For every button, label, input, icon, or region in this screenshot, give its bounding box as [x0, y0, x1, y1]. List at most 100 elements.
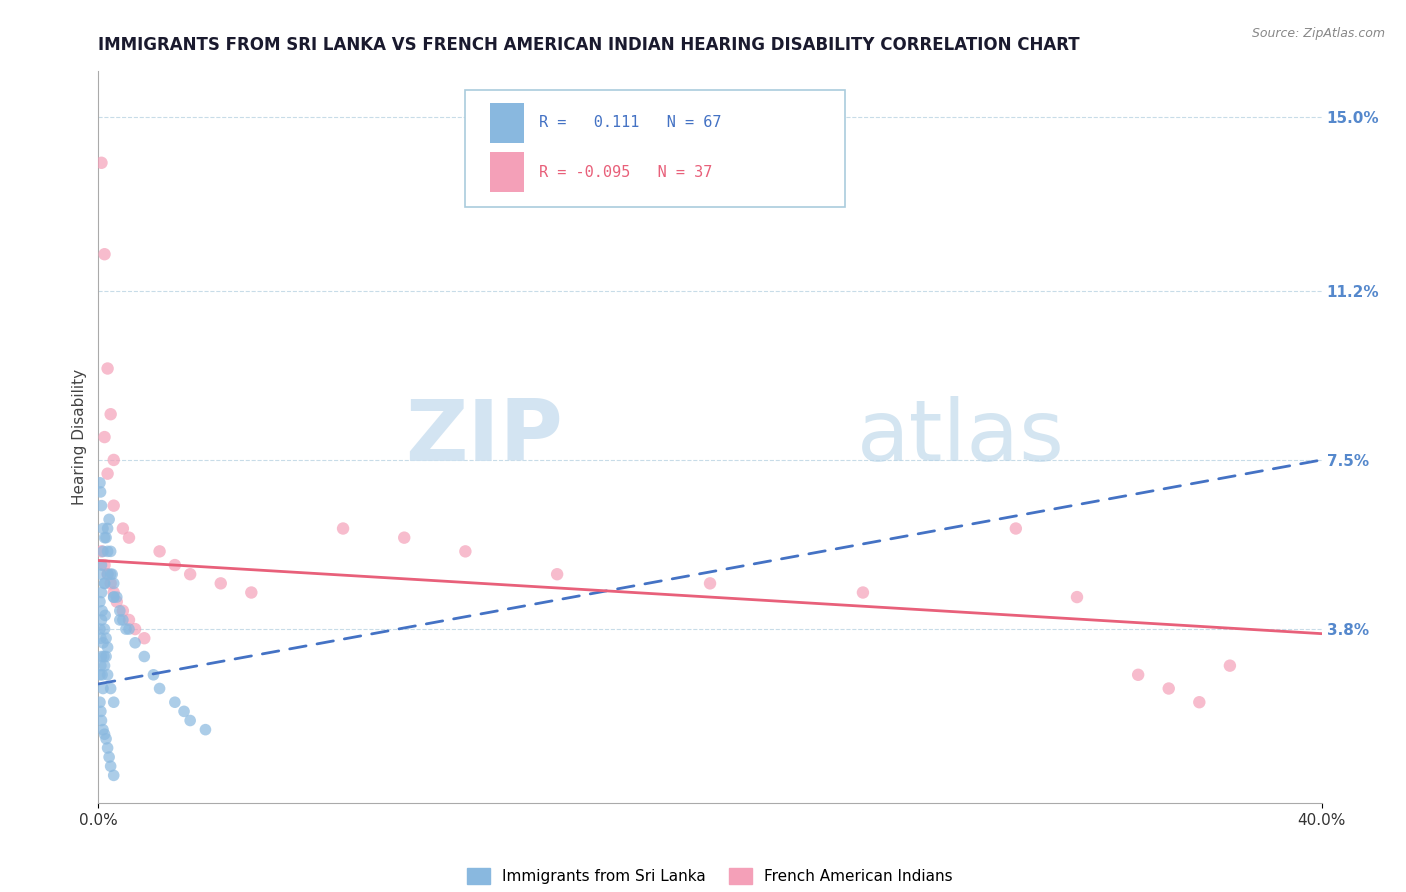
Point [93, 649, 115, 664]
Point [100, 759, 122, 773]
Point [134, 649, 156, 664]
Point [97, 640, 120, 655]
Point [89, 695, 111, 709]
Point [103, 585, 125, 599]
Point [100, 567, 122, 582]
Point [134, 632, 156, 646]
Point [100, 407, 122, 421]
Point [118, 622, 141, 636]
Point [103, 576, 125, 591]
Point [103, 499, 125, 513]
Point [90, 613, 112, 627]
Point [90, 567, 112, 582]
Point [108, 604, 131, 618]
Point [91, 723, 114, 737]
Point [90, 499, 112, 513]
Point [90, 544, 112, 558]
Text: R =   0.111   N = 67: R = 0.111 N = 67 [538, 115, 721, 130]
Point [100, 544, 122, 558]
Point [90, 485, 112, 500]
Point [90, 658, 112, 673]
Point [90, 714, 112, 728]
Point [173, 705, 195, 719]
Point [93, 622, 115, 636]
Point [90, 558, 112, 573]
Point [97, 667, 120, 681]
Point [94, 632, 117, 646]
Point [179, 714, 201, 728]
Point [103, 768, 125, 782]
Text: Source: ZipAtlas.com: Source: ZipAtlas.com [1251, 27, 1385, 40]
Point [93, 531, 115, 545]
Point [124, 636, 146, 650]
Point [699, 576, 721, 591]
Point [142, 667, 165, 681]
Point [93, 558, 115, 573]
Point [89, 667, 111, 681]
Point [105, 590, 128, 604]
Point [91, 681, 114, 696]
Point [91, 667, 114, 681]
Legend: Immigrants from Sri Lanka, French American Indians: Immigrants from Sri Lanka, French Americ… [461, 862, 959, 890]
Point [209, 576, 232, 591]
Text: atlas: atlas [856, 395, 1064, 479]
Point [392, 531, 416, 545]
Point [91, 636, 114, 650]
Point [1188, 695, 1211, 709]
Point [89, 594, 111, 608]
Text: ZIP: ZIP [405, 395, 564, 479]
Point [100, 681, 122, 696]
Point [111, 613, 134, 627]
Point [179, 567, 201, 582]
Point [103, 695, 125, 709]
Point [124, 622, 146, 636]
Point [90, 705, 112, 719]
Point [111, 521, 134, 535]
Point [1128, 667, 1150, 681]
Point [852, 585, 875, 599]
Point [97, 521, 120, 535]
Point [118, 613, 141, 627]
Bar [489, 152, 524, 192]
Point [97, 567, 120, 582]
Point [98, 512, 121, 526]
Point [93, 430, 115, 444]
Point [93, 658, 115, 673]
Point [94, 531, 117, 545]
Point [97, 740, 120, 755]
Point [115, 622, 138, 636]
Point [103, 590, 125, 604]
Text: IMMIGRANTS FROM SRI LANKA VS FRENCH AMERICAN INDIAN HEARING DISABILITY CORRELATI: IMMIGRANTS FROM SRI LANKA VS FRENCH AMER… [98, 36, 1080, 54]
Point [94, 608, 117, 623]
Point [332, 521, 354, 535]
Point [103, 453, 125, 467]
Point [1219, 658, 1241, 673]
Point [103, 590, 125, 604]
Point [1157, 681, 1180, 696]
Point [90, 155, 112, 169]
FancyBboxPatch shape [465, 90, 845, 207]
Point [97, 467, 120, 481]
Point [101, 567, 124, 582]
Point [90, 649, 112, 664]
Y-axis label: Hearing Disability: Hearing Disability [72, 369, 87, 505]
Point [93, 727, 115, 741]
Point [91, 544, 114, 558]
Point [105, 594, 128, 608]
Point [93, 576, 115, 591]
Point [194, 723, 217, 737]
Point [1066, 590, 1088, 604]
Point [89, 475, 111, 490]
Point [149, 681, 172, 696]
Point [97, 567, 120, 582]
Point [90, 632, 112, 646]
Point [93, 576, 115, 591]
Point [546, 567, 568, 582]
Point [89, 622, 111, 636]
Point [98, 750, 121, 764]
Point [163, 558, 186, 573]
Point [97, 361, 120, 376]
Point [111, 604, 134, 618]
Bar [489, 103, 524, 143]
Point [1004, 521, 1026, 535]
